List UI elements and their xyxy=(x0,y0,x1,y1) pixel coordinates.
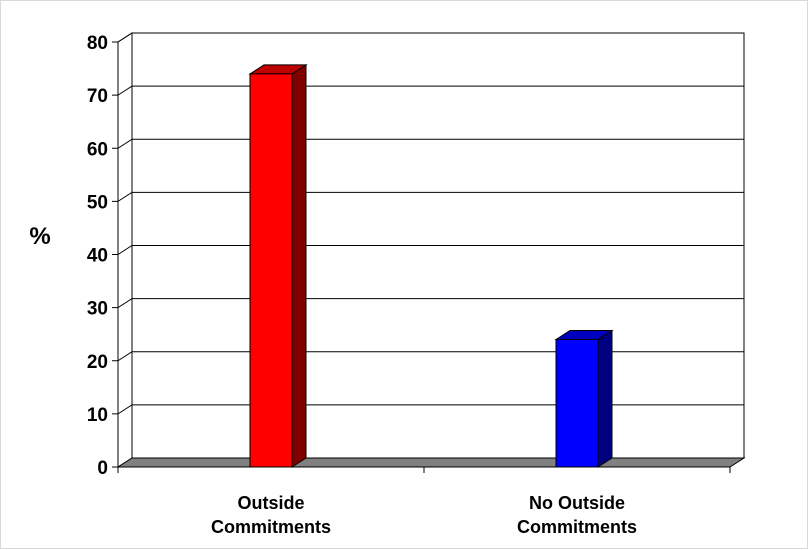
bar-front xyxy=(249,73,293,468)
gridlines xyxy=(117,32,744,415)
bar-side xyxy=(597,329,613,468)
x-category-label: Outside Commitments xyxy=(211,493,331,537)
y-tick-label: 80 xyxy=(87,33,108,54)
bars xyxy=(248,63,614,468)
gridline xyxy=(117,85,744,96)
gridline xyxy=(117,298,744,309)
y-tick-label: 10 xyxy=(87,405,108,426)
bar xyxy=(248,63,308,468)
gridline xyxy=(117,245,744,255)
plot-floor xyxy=(116,457,746,468)
y-tick-label: 70 xyxy=(87,86,108,107)
gridline xyxy=(117,138,744,149)
y-tick-label: 50 xyxy=(87,192,108,213)
y-tick-label: 20 xyxy=(87,352,108,373)
gridline xyxy=(117,404,744,415)
bar xyxy=(554,329,614,468)
y-tick-label: 0 xyxy=(97,458,108,479)
y-tick-label: 40 xyxy=(87,246,108,267)
bar-side xyxy=(291,63,307,468)
x-axis: Outside Commitments No Outside Commitments xyxy=(117,466,731,537)
floor-slab xyxy=(116,457,746,468)
y-tick-label: 60 xyxy=(87,139,108,160)
y-tick-label: 30 xyxy=(87,299,108,320)
y-axis-label: % xyxy=(29,223,50,250)
bar-front xyxy=(555,339,599,468)
gridline xyxy=(117,32,744,43)
x-category-label: No Outside Commitments xyxy=(517,493,637,537)
gridline xyxy=(117,351,744,362)
gridline xyxy=(117,191,744,202)
y-axis: 0 10 20 30 40 50 60 70 80 xyxy=(87,33,119,479)
plot-walls xyxy=(117,32,745,468)
